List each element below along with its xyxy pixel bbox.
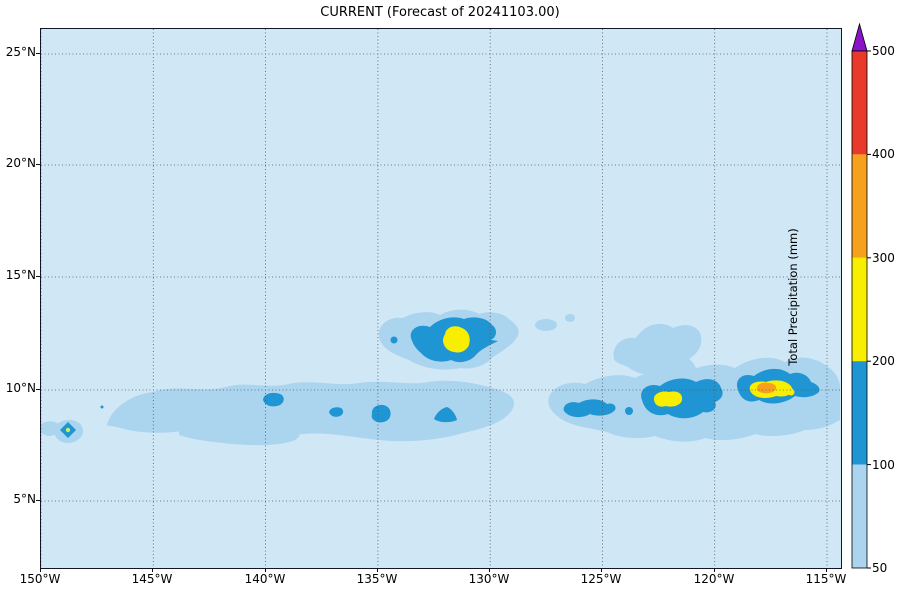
x-tick-label: 150°W [19, 572, 61, 586]
colorbar-tick-label: 200 [872, 354, 895, 368]
colorbar-tick-label: 100 [872, 458, 895, 472]
x-tick-label: 120°W [693, 572, 735, 586]
colorbar-axis-label: Total Precipitation (mm) [786, 228, 800, 366]
y-tick [36, 53, 40, 54]
map-plot-area [40, 28, 842, 569]
colorbar-segment-50-100 [852, 464, 867, 568]
colorbar-tick-label: 500 [872, 44, 895, 58]
x-tick [377, 568, 378, 572]
contour-level-300-400 [756, 382, 777, 394]
colorbar-tick-label: 400 [872, 147, 895, 161]
x-tick-label: 130°W [468, 572, 510, 586]
y-tick-label: 10°N [5, 381, 36, 395]
x-tick-label: 140°W [244, 572, 286, 586]
colorbar-outline [851, 50, 868, 569]
colorbar-segment-200-300 [852, 257, 867, 362]
colorbar [851, 22, 871, 569]
y-tick [36, 164, 40, 165]
contour-level-100-200 [100, 317, 820, 423]
colorbar-segment-400-500 [852, 51, 867, 155]
colorbar-ticks [867, 50, 871, 569]
y-tick-label: 5°N [13, 492, 36, 506]
colorbar-over-arrow [851, 22, 868, 52]
graticule-grid [41, 29, 841, 568]
colorbar-tick-label: 300 [872, 251, 895, 265]
y-tick-label: 20°N [5, 156, 36, 170]
x-tick [826, 568, 827, 572]
y-tick-label: 15°N [5, 268, 36, 282]
colorbar-segment-300-400 [852, 154, 867, 258]
x-tick [152, 568, 153, 572]
x-tick [714, 568, 715, 572]
x-tick-label: 125°W [580, 572, 622, 586]
storm-center-marker-icon [60, 422, 76, 438]
y-tick [36, 276, 40, 277]
x-tick [601, 568, 602, 572]
y-tick [36, 500, 40, 501]
y-tick-label: 25°N [5, 45, 36, 59]
y-tick [36, 389, 40, 390]
x-tick [265, 568, 266, 572]
x-tick-label: 135°W [356, 572, 398, 586]
colorbar-segment-100-200 [852, 361, 867, 465]
x-tick [489, 568, 490, 572]
x-tick [40, 568, 41, 572]
precipitation-map-svg [41, 29, 841, 568]
x-tick-label: 145°W [131, 572, 173, 586]
chart-title: CURRENT (Forecast of 20241103.00) [320, 5, 560, 20]
colorbar-tick-label: 50 [872, 561, 888, 575]
x-tick-label: 115°W [805, 572, 847, 586]
